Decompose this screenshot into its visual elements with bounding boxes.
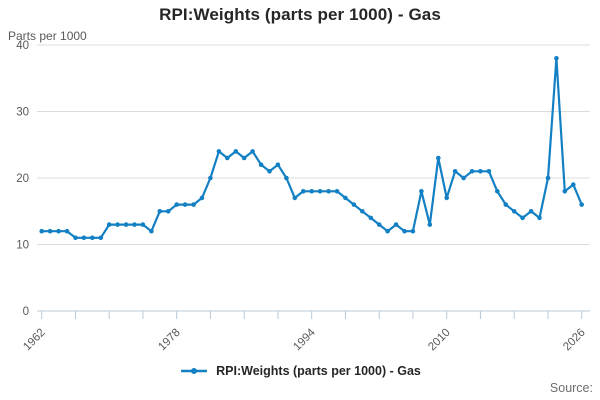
- data-point: [191, 202, 196, 207]
- data-point: [56, 228, 61, 234]
- data-point: [115, 222, 120, 227]
- data-point: [537, 215, 542, 221]
- data-point: [495, 189, 500, 194]
- legend-series-label: RPI:Weights (parts per 1000) - Gas: [216, 364, 421, 378]
- data-point: [90, 235, 95, 241]
- data-point: [149, 228, 154, 234]
- y-tick-label: 20: [16, 173, 29, 185]
- data-point: [275, 162, 281, 167]
- data-point: [520, 215, 525, 221]
- legend-line-marker-icon: [181, 368, 208, 374]
- data-point: [241, 155, 247, 161]
- data-point: [267, 169, 272, 174]
- data-point: [511, 209, 517, 214]
- series-line: [40, 57, 583, 239]
- x-tick-label: 1978: [156, 327, 183, 354]
- x-tick-label: 2010: [426, 327, 453, 354]
- data-point: [351, 202, 357, 207]
- data-point: [98, 235, 104, 241]
- data-point: [317, 189, 323, 194]
- data-point: [73, 235, 78, 241]
- data-point: [64, 228, 70, 234]
- data-point: [419, 189, 424, 194]
- data-point: [106, 222, 112, 227]
- data-point: [469, 169, 475, 174]
- x-tick-label: 1994: [291, 326, 318, 353]
- y-axis-unit-label: Parts per 1000: [8, 29, 87, 43]
- data-point: [427, 222, 433, 227]
- data-point: [478, 169, 483, 174]
- data-point: [258, 162, 264, 167]
- data-point: [123, 222, 129, 227]
- source-label: Source:: [549, 381, 593, 395]
- data-point: [225, 155, 230, 161]
- data-point: [343, 195, 348, 201]
- data-point: [140, 222, 146, 227]
- y-tick-label: 40: [16, 40, 29, 52]
- chart-title: RPI:Weights (parts per 1000) - Gas: [159, 5, 441, 24]
- data-point: [39, 228, 44, 234]
- x-tick-label: 2026: [561, 327, 588, 354]
- data-point: [157, 209, 163, 214]
- data-point: [579, 202, 584, 207]
- y-tick-label: 0: [23, 306, 29, 318]
- data-point: [393, 222, 399, 227]
- data-point: [208, 175, 213, 181]
- data-point: [486, 169, 492, 174]
- data-point: [233, 149, 239, 154]
- data-point: [132, 222, 137, 227]
- data-point: [47, 228, 53, 234]
- data-point: [216, 149, 222, 154]
- legend: RPI:Weights (parts per 1000) - Gas: [0, 361, 600, 381]
- data-point: [503, 202, 509, 207]
- data-point: [571, 182, 576, 187]
- data-point: [545, 175, 551, 181]
- data-point: [436, 155, 441, 161]
- x-tick-label: 1962: [21, 327, 48, 354]
- data-point: [174, 202, 179, 207]
- data-point: [81, 235, 87, 241]
- data-point: [376, 222, 382, 227]
- data-point: [326, 189, 331, 194]
- data-point: [334, 189, 340, 194]
- data-point: [292, 195, 298, 201]
- data-point: [301, 189, 306, 194]
- data-point: [199, 195, 205, 201]
- data-point: [360, 209, 365, 214]
- data-point: [284, 175, 289, 181]
- y-tick-label: 10: [16, 240, 29, 252]
- data-point: [368, 215, 374, 221]
- plot-area: 0 10 20 30 40 1962 1978 1994 2010 2026: [16, 40, 590, 354]
- data-point: [402, 228, 407, 234]
- data-point: [554, 56, 559, 61]
- data-point: [182, 202, 188, 207]
- y-tick-label: 30: [16, 107, 29, 119]
- data-point: [528, 209, 534, 214]
- data-point: [452, 169, 458, 174]
- data-point: [309, 189, 315, 194]
- data-point: [562, 189, 568, 194]
- data-point: [385, 228, 390, 234]
- data-point: [444, 195, 450, 201]
- data-point: [166, 209, 171, 214]
- data-point: [410, 228, 416, 234]
- data-point: [250, 149, 255, 154]
- data-point: [461, 175, 466, 181]
